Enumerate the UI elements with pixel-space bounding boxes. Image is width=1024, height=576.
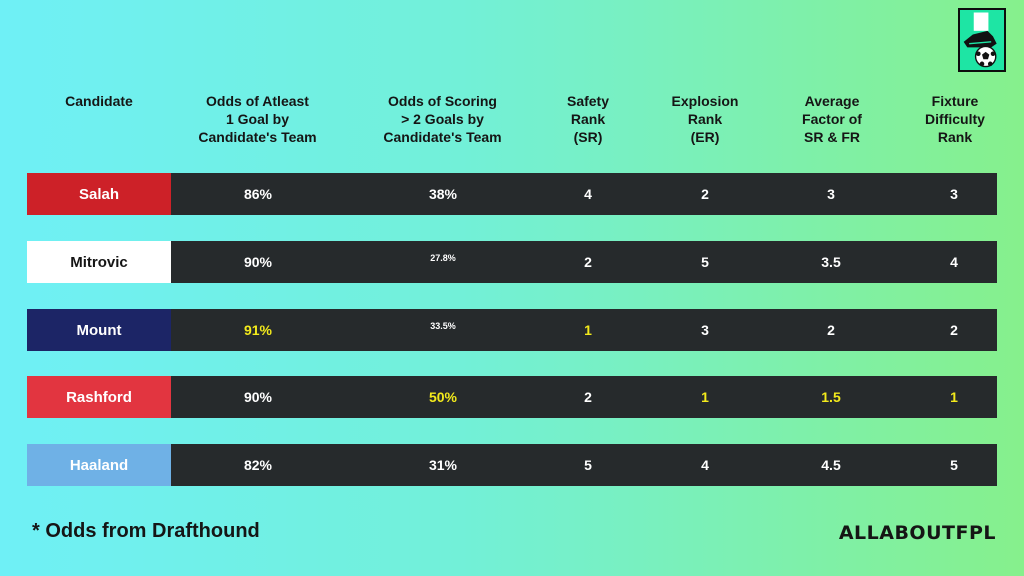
table-cell: 5 bbox=[584, 457, 592, 473]
footnote: * Odds from Drafthound bbox=[32, 520, 260, 542]
table-cell: 5 bbox=[950, 457, 958, 473]
candidate-name: Mount bbox=[27, 309, 171, 351]
table-cell: 4 bbox=[584, 186, 592, 202]
table-header: Candidate Odds of Atleast 1 Goal by Cand… bbox=[0, 92, 1024, 152]
table-cell: 33.5% bbox=[430, 321, 456, 331]
table-cell: 91% bbox=[243, 322, 273, 338]
table-cell: 4.5 bbox=[821, 457, 841, 473]
table-row: Haaland 82% 31% 5 4 4.5 5 bbox=[27, 444, 997, 486]
table-row: Mount 91% 33.5% 1 3 2 2 bbox=[27, 309, 997, 351]
boot-and-football-icon bbox=[958, 8, 1006, 72]
brand-logo-text: ALLABOUTFPL bbox=[838, 522, 996, 544]
header-odds-1-goal: Odds of Atleast 1 Goal by Candidate's Te… bbox=[198, 93, 317, 145]
table-cell: 4 bbox=[950, 254, 958, 270]
candidate-name: Rashford bbox=[27, 376, 171, 418]
table-cell: 3.5 bbox=[821, 254, 841, 270]
header-explosion-rank: Explosion Rank (ER) bbox=[671, 93, 739, 145]
table-cell: 27.8% bbox=[430, 253, 456, 263]
candidate-name: Mitrovic bbox=[27, 241, 171, 283]
header-candidate: Candidate bbox=[65, 93, 133, 109]
table-cell: 1 bbox=[584, 322, 592, 338]
table-cell: 2 bbox=[701, 186, 709, 202]
header-odds-2-goals: Odds of Scoring > 2 Goals by Candidate's… bbox=[383, 93, 502, 145]
table-cell: 90% bbox=[243, 389, 273, 405]
table-cell: 50% bbox=[428, 389, 458, 405]
table-cell: 2 bbox=[584, 254, 592, 270]
candidate-name: Salah bbox=[27, 173, 171, 215]
table-cell: 4 bbox=[701, 457, 709, 473]
table-cell: 90% bbox=[243, 254, 273, 270]
table-cell: 5 bbox=[701, 254, 709, 270]
table-cell: 3 bbox=[701, 322, 709, 338]
candidate-name: Haaland bbox=[27, 444, 171, 486]
table-cell: 3 bbox=[950, 186, 958, 202]
header-safety-rank: Safety Rank (SR) bbox=[566, 93, 610, 145]
table-cell: 86% bbox=[243, 186, 273, 202]
table-cell: 31% bbox=[428, 457, 458, 473]
table-cell: 2 bbox=[950, 322, 958, 338]
table-cell: 1 bbox=[950, 389, 958, 405]
table-cell: 1.5 bbox=[821, 389, 841, 405]
table-cell: 82% bbox=[243, 457, 273, 473]
table-cell: 2 bbox=[827, 322, 835, 338]
table-row: Rashford 90% 50% 2 1 1.5 1 bbox=[27, 376, 997, 418]
table-row: Salah 86% 38% 4 2 3 3 bbox=[27, 173, 997, 215]
table-cell: 38% bbox=[428, 186, 458, 202]
header-fixture-difficulty: Fixture Difficulty Rank bbox=[925, 93, 985, 145]
table-cell: 3 bbox=[827, 186, 835, 202]
header-average-factor: Average Factor of SR & FR bbox=[802, 93, 862, 145]
table-cell: 1 bbox=[701, 389, 709, 405]
table-cell: 2 bbox=[584, 389, 592, 405]
table-row: Mitrovic 90% 27.8% 2 5 3.5 4 bbox=[27, 241, 997, 283]
